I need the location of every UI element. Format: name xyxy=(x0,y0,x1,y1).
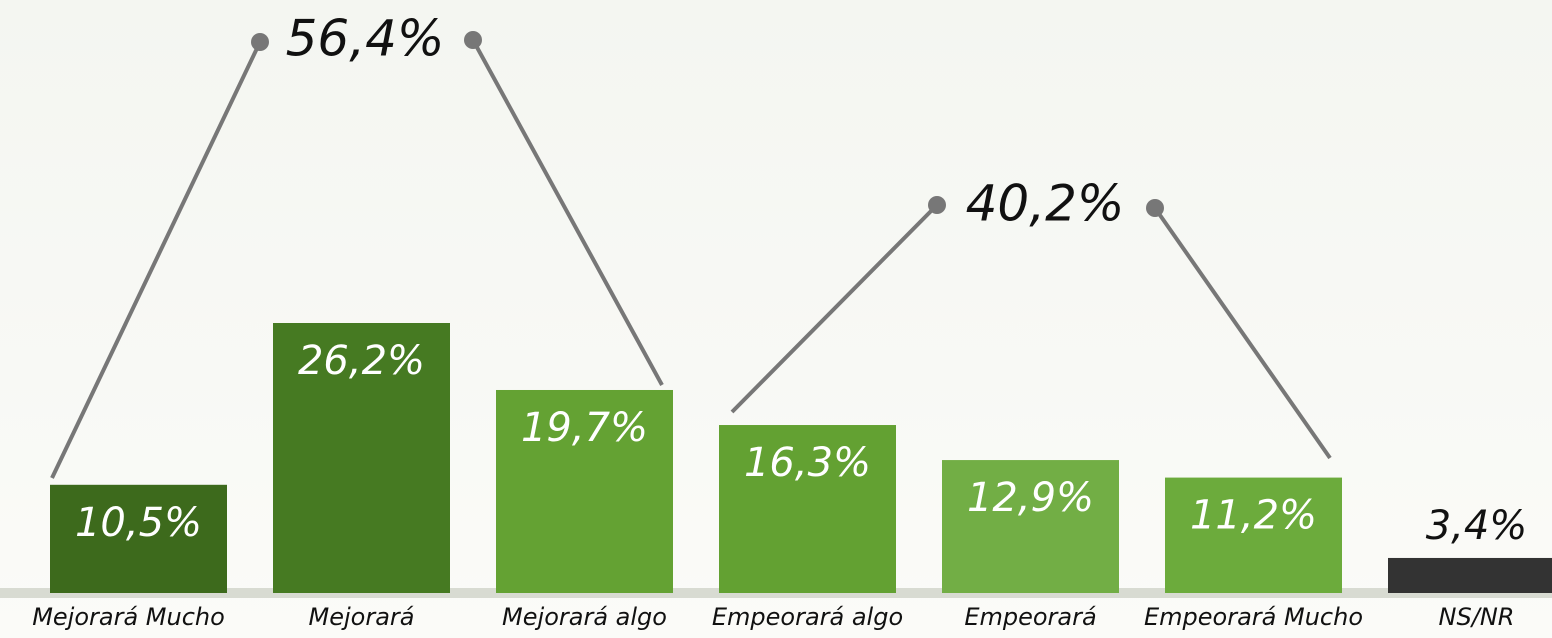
dot xyxy=(1146,199,1164,217)
value-label: 12,9% xyxy=(967,475,1094,521)
bar xyxy=(719,425,896,593)
value-label: 11,2% xyxy=(1190,493,1317,539)
x-tick-label: Mejorará xyxy=(309,603,415,631)
x-tick-label: Empeorará algo xyxy=(712,603,903,631)
x-tick-label: Mejorará algo xyxy=(502,603,667,631)
bar xyxy=(496,389,673,593)
value-label: 26,2% xyxy=(298,338,425,384)
dots xyxy=(251,31,1164,217)
x-tick-label: Mejorará Mucho xyxy=(32,603,225,631)
bar xyxy=(942,460,1119,593)
connector xyxy=(471,39,664,386)
bar xyxy=(1388,557,1552,593)
dot xyxy=(251,33,269,51)
x-tick-label: Empeorará xyxy=(964,603,1096,631)
value-label: 16,3% xyxy=(744,440,871,486)
bar xyxy=(273,323,450,593)
value-label: 3,4% xyxy=(1426,503,1528,549)
x-tick-label: NS/NR xyxy=(1439,603,1515,631)
value-label: 10,5% xyxy=(75,500,202,546)
x-tick-label: Empeorará Mucho xyxy=(1144,603,1363,631)
connector xyxy=(1153,206,1332,460)
bar xyxy=(1165,477,1342,593)
connectors xyxy=(50,39,1332,479)
dot xyxy=(464,31,482,49)
group-total: 40,2% xyxy=(966,175,1125,233)
dot xyxy=(928,196,946,214)
bar xyxy=(50,484,227,593)
group-total: 56,4% xyxy=(286,10,445,68)
connector xyxy=(730,203,939,414)
value-label: 19,7% xyxy=(521,405,648,451)
connector xyxy=(50,41,262,479)
